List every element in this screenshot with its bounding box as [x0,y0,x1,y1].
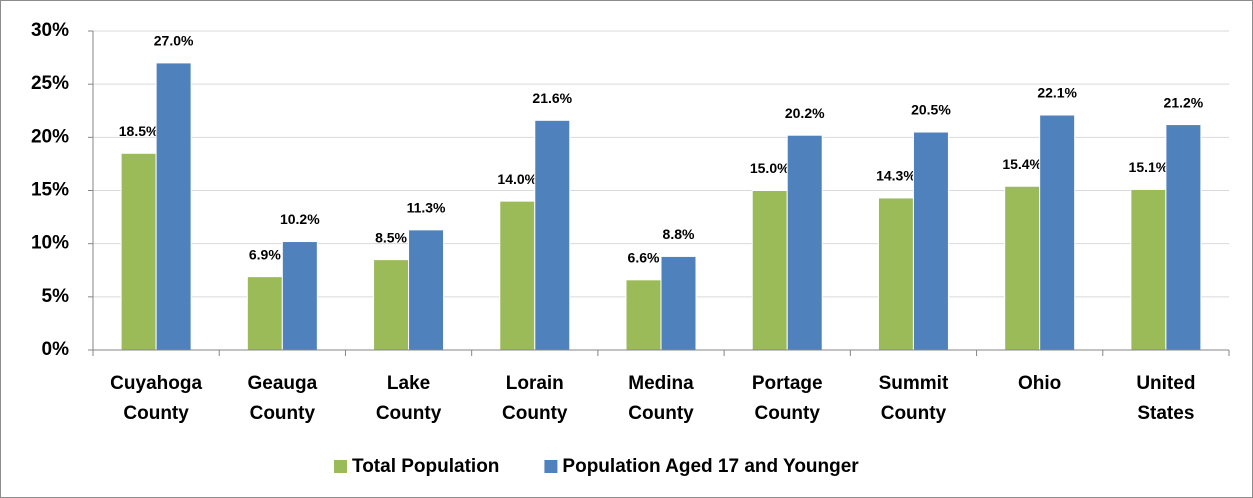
bar [120,152,157,351]
bar [751,190,788,351]
y-tick-label: 20% [31,126,69,147]
legend-label: Population Aged 17 and Younger [562,456,859,477]
bar [877,197,914,351]
y-tick-label: 15% [31,180,69,201]
bar [1165,124,1202,351]
bar [625,279,662,351]
y-tick-label: 10% [31,233,69,254]
value-label: 15.0% [750,160,790,176]
y-tick-label: 5% [42,286,70,307]
y-tick-label: 30% [31,20,69,41]
value-label: 10.2% [280,211,320,227]
y-tick-label: 25% [31,73,69,94]
bar [408,229,445,351]
value-label: 8.8% [663,226,695,242]
value-label: 22.1% [1037,85,1077,101]
x-tick-label: Geauga County [247,373,318,424]
x-tick-label: Medina County [628,373,694,424]
value-label: 11.3% [407,200,446,216]
value-label: 21.6% [532,90,572,106]
bar [1039,114,1076,351]
value-label: 18.5% [119,123,159,139]
value-label: 27.0% [154,33,194,49]
legend-swatch [334,460,347,473]
value-label: 14.0% [497,171,537,187]
bar [499,200,536,351]
bar [281,241,318,351]
value-label: 20.2% [785,105,825,121]
bar [373,259,410,351]
x-tick-label: United States [1136,373,1196,424]
bar [534,119,571,351]
value-label: 6.6% [628,250,660,266]
value-label: 21.2% [1164,94,1204,110]
bar [246,276,283,351]
value-label: 15.4% [1002,156,1042,172]
x-tick-label: Lake County [375,373,442,424]
y-tick-label: 0% [42,339,70,360]
bar [912,131,949,351]
x-tick-label: Summit County [878,373,949,424]
value-label: 14.3% [876,168,916,184]
bar [660,255,697,351]
bar [155,62,192,351]
legend-swatch [544,460,558,473]
legend-label: Total Population [352,456,499,477]
value-label: 15.1% [1129,159,1169,175]
x-tick-label: Portage County [751,373,823,424]
value-label: 20.5% [911,102,951,118]
value-label: 6.9% [249,246,281,262]
x-tick-label: Cuyahoga County [110,373,203,424]
x-tick-label: Lorain County [502,373,568,424]
bar [786,134,823,351]
bar [1130,188,1167,351]
x-tick-label: Ohio [1018,373,1062,394]
bar [1004,185,1041,351]
value-label: 8.5% [375,229,407,245]
